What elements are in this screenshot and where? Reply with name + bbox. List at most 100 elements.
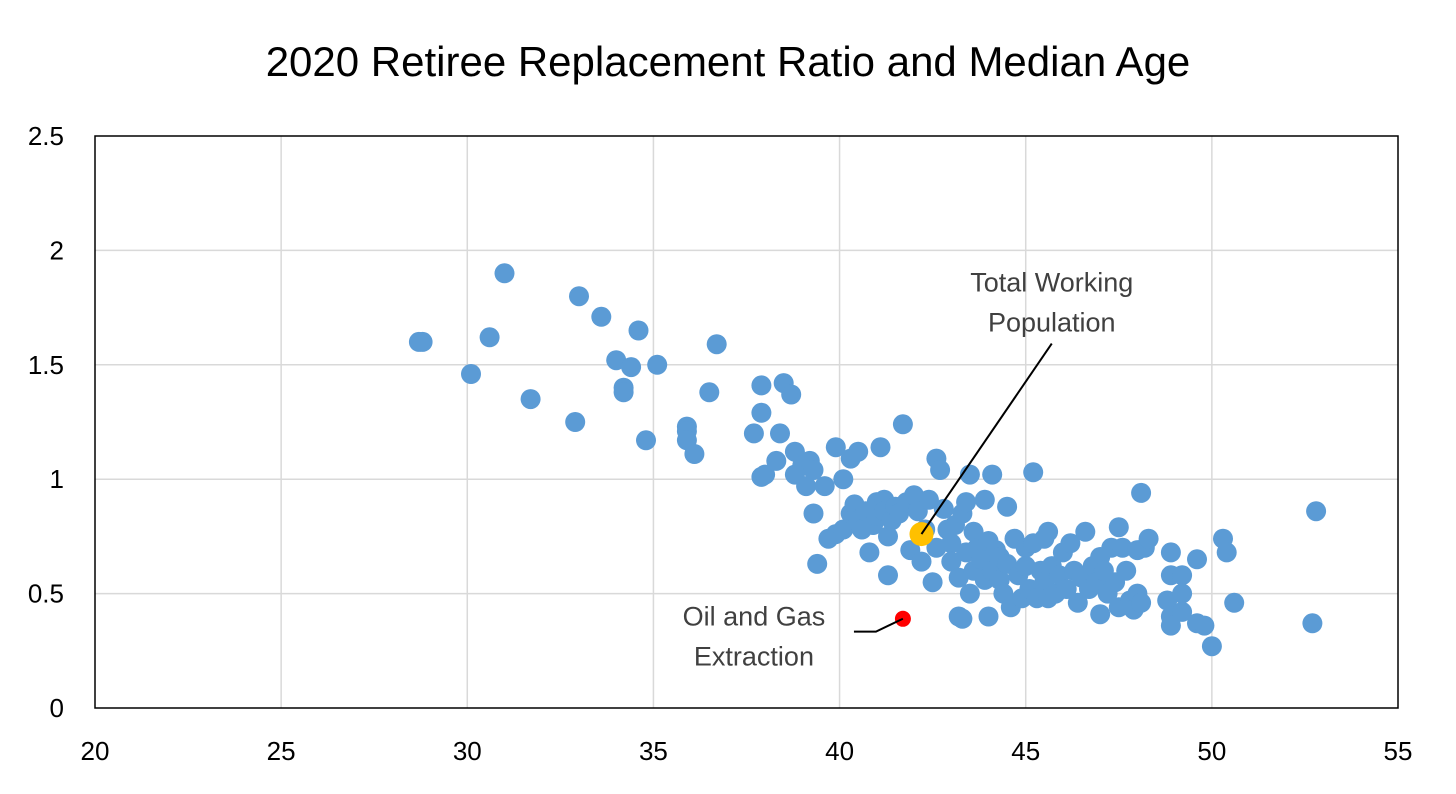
y-tick-label: 0 — [50, 693, 64, 723]
industry-point — [833, 519, 854, 540]
industry-point — [963, 521, 984, 542]
industry-point — [1138, 528, 1159, 549]
industry-point — [941, 533, 962, 554]
industry-point — [933, 498, 954, 519]
industry-point — [1216, 542, 1237, 563]
industry-point — [565, 412, 586, 432]
x-tick-label: 30 — [453, 736, 482, 766]
industry-point — [1067, 592, 1088, 613]
industry-point — [825, 437, 846, 458]
industry-point — [520, 389, 541, 410]
y-tick-label: 1 — [50, 464, 64, 494]
industry-point — [803, 460, 824, 480]
industry-point — [978, 606, 999, 627]
oil-and-gas-extraction-point — [894, 610, 911, 627]
industry-point — [751, 375, 772, 396]
industry-point — [796, 476, 817, 497]
industry-point — [948, 567, 969, 588]
industry-point — [1157, 590, 1178, 611]
industry-point — [1302, 613, 1323, 634]
industry-point — [1038, 521, 1059, 542]
annotation-label-oil-gas: Oil and Gas — [683, 602, 826, 632]
industry-point — [621, 357, 642, 378]
industry-point — [859, 542, 880, 563]
industry-point — [1172, 565, 1193, 586]
industry-point — [1090, 604, 1111, 625]
industry-point — [699, 382, 720, 403]
industry-point — [569, 286, 589, 307]
industry-point — [1172, 601, 1193, 622]
industry-point — [1056, 579, 1077, 599]
x-tick-label: 45 — [1011, 736, 1040, 766]
industry-point — [1116, 560, 1137, 581]
industry-point — [814, 476, 835, 497]
plot-area-frame — [94, 135, 1399, 709]
industry-point — [848, 441, 869, 462]
industry-point — [956, 492, 977, 513]
annotation-leader-line — [920, 343, 1053, 535]
x-tick-label: 35 — [639, 736, 668, 766]
industry-point — [878, 526, 898, 547]
industry-point — [743, 423, 764, 444]
chart-title: 2020 Retiree Replacement Ratio and Media… — [266, 38, 1191, 85]
grid-layer — [95, 136, 1398, 708]
industry-point — [1131, 482, 1152, 503]
industry-point — [1060, 533, 1081, 554]
industry-point — [1108, 517, 1129, 538]
industry-point — [1306, 501, 1327, 522]
annotation-label-oil-gas: Extraction — [694, 642, 814, 672]
industry-point — [982, 464, 1003, 485]
annotations: Total Working Population Oil and Gas Extrac… — [683, 268, 1134, 672]
industry-point — [918, 489, 939, 510]
x-tick-label: 40 — [825, 736, 854, 766]
industry-point — [803, 503, 824, 524]
industry-point — [755, 464, 776, 485]
industry-point — [770, 423, 790, 444]
y-tick-label: 2.5 — [28, 121, 64, 151]
industry-point — [1194, 615, 1215, 636]
x-tick-label: 25 — [267, 736, 296, 766]
data-points — [408, 263, 1327, 657]
industry-point — [997, 496, 1018, 517]
industry-point — [952, 608, 973, 629]
industry-point — [922, 572, 943, 593]
industry-point — [1201, 636, 1222, 657]
x-tick-label: 50 — [1197, 736, 1226, 766]
industry-point — [1112, 537, 1133, 558]
industry-point — [647, 354, 668, 375]
y-tick-label: 2 — [50, 235, 64, 265]
x-tick-label: 55 — [1384, 736, 1413, 766]
industry-point — [781, 384, 802, 405]
industry-point — [412, 331, 433, 352]
industry-point — [766, 450, 787, 471]
industry-point — [628, 320, 649, 341]
y-tick-label: 1.5 — [28, 350, 64, 380]
tick-labels: 20 25 30 35 40 45 50 55 0 0.5 1 1.5 2 2.5 — [28, 121, 1413, 766]
industry-point — [684, 444, 705, 464]
industry-point — [1160, 615, 1181, 636]
x-tick-label: 20 — [81, 736, 110, 766]
industry-point — [461, 364, 481, 384]
industry-point — [613, 382, 634, 403]
industry-point — [930, 460, 951, 480]
industry-point — [870, 437, 891, 458]
industry-point — [833, 469, 854, 490]
industry-point — [636, 430, 656, 451]
annotation-label-total: Population — [988, 308, 1116, 338]
industry-point — [479, 327, 500, 348]
industry-point — [807, 553, 828, 574]
industry-point — [606, 350, 627, 371]
industry-point — [1023, 462, 1044, 483]
industry-point — [878, 565, 898, 586]
industry-point — [1172, 583, 1193, 604]
annotation-leader-line — [853, 617, 904, 633]
industry-point — [892, 414, 913, 435]
industry-point — [751, 402, 772, 423]
annotation-label-total: Total Working — [970, 268, 1133, 298]
industry-point — [974, 489, 995, 510]
industry-point — [1224, 592, 1245, 613]
industry-point — [911, 551, 932, 572]
industry-point — [941, 551, 962, 572]
industry-point — [1131, 592, 1152, 613]
